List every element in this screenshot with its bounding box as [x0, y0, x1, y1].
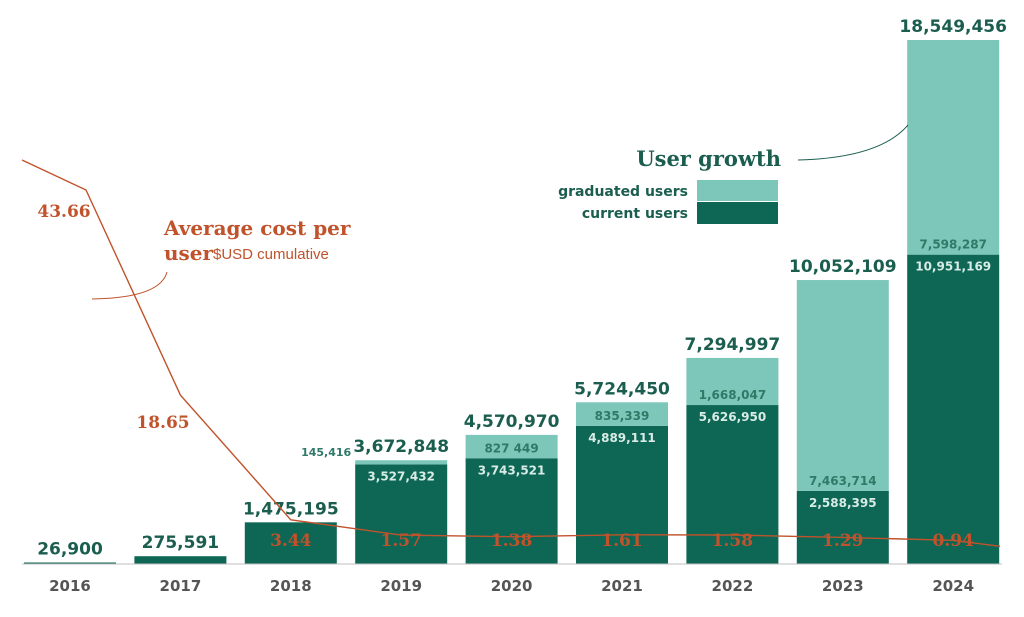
- cost-label-2021: 1.61: [601, 531, 642, 551]
- user-growth-title: User growth: [636, 146, 781, 171]
- x-tick-2017: 2017: [160, 577, 202, 595]
- bar-labels-layer: 26,900 275,591 1,475,195 3,672,848 3,527,432…: [37, 17, 1007, 560]
- x-tick-2019: 2019: [380, 577, 422, 595]
- bar-current-2019: [355, 464, 448, 564]
- cost-line-path: [21, 159, 1001, 547]
- cost-label-2018: 3.44: [270, 531, 312, 551]
- cost-label-2023: 1.29: [822, 531, 863, 551]
- graduated-label-2023: 7,463,714: [809, 474, 877, 488]
- cost-line-layer: 43.66 18.65 3.44 1.57 1.38 1.61 1.58 1.29 0.94: [21, 159, 1001, 551]
- x-tick-2021: 2021: [601, 577, 643, 595]
- bar-current-2023: [796, 490, 889, 564]
- cost-label-2022: 1.58: [712, 531, 753, 551]
- total-label-2024: 18,549,456: [899, 17, 1007, 37]
- total-label-2020: 4,570,970: [464, 412, 560, 432]
- x-tick-2016: 2016: [49, 577, 91, 595]
- x-tick-2018: 2018: [270, 577, 312, 595]
- cost-subtitle: $USD cumulative: [213, 246, 329, 263]
- total-label-2016: 26,900: [37, 540, 103, 560]
- total-label-2019: 3,672,848: [353, 437, 449, 457]
- legend-label-current: current users: [582, 206, 688, 222]
- user-growth-annotation: User growth: [636, 124, 909, 171]
- bar-current-2016: [24, 562, 116, 564]
- total-label-2017: 275,591: [142, 533, 219, 553]
- legend-label-graduated: graduated users: [558, 184, 688, 200]
- bar-graduated-2024: [907, 40, 1000, 255]
- bar-current-2022: [686, 405, 779, 564]
- current-label-2019: 3,527,432: [367, 469, 435, 483]
- x-tick-labels: 2016 2017 2018 2019 2020 2021 2022 2023 2024: [49, 577, 974, 595]
- current-label-2023: 2,588,395: [809, 496, 877, 510]
- bar-current-2018: [244, 522, 337, 564]
- graduated-label-2021: 835,339: [595, 409, 650, 423]
- bars-layer: [24, 40, 1000, 564]
- bar-graduated-2021: [576, 402, 668, 426]
- total-label-2023: 10,052,109: [789, 257, 897, 277]
- cost-label-2016: 43.66: [37, 202, 90, 222]
- current-label-2021: 4,889,111: [588, 431, 656, 445]
- cost-label-2024: 0.94: [932, 531, 974, 551]
- cost-title-line1: Average cost per: [163, 216, 351, 240]
- x-tick-2022: 2022: [712, 577, 754, 595]
- total-label-2021: 5,724,450: [574, 379, 670, 399]
- x-tick-2023: 2023: [822, 577, 864, 595]
- cost-label-2020: 1.38: [491, 531, 532, 551]
- user-growth-leader: [797, 124, 909, 161]
- cost-annotation-leader: [91, 271, 168, 300]
- bar-current-2024: [907, 254, 1000, 564]
- x-tick-2020: 2020: [491, 577, 533, 595]
- legend: graduated users current users: [558, 180, 778, 224]
- bar-current-2021: [576, 425, 668, 564]
- bar-graduated-2020: [465, 434, 558, 459]
- legend-swatch-graduated: [697, 180, 778, 201]
- total-label-2018: 1,475,195: [243, 499, 339, 519]
- graduated-label-2024: 7,598,287: [919, 238, 987, 252]
- graduated-label-2020: 827 449: [484, 441, 538, 455]
- current-label-2020: 3,743,521: [478, 463, 546, 477]
- x-tick-2024: 2024: [932, 577, 974, 595]
- cost-label-2017: 18.65: [136, 413, 189, 433]
- bar-graduated-2019: [355, 460, 448, 465]
- current-label-2024: 10,951,169: [915, 260, 991, 274]
- cost-annotation: Average cost per user $USD cumulative: [91, 216, 351, 300]
- bar-graduated-2022: [686, 357, 779, 406]
- cost-title-line2: user: [164, 241, 214, 265]
- total-label-2022: 7,294,997: [685, 335, 781, 355]
- current-label-2022: 5,626,950: [699, 410, 767, 424]
- bar-current-2020: [465, 458, 558, 564]
- bar-current-2017: [134, 556, 227, 564]
- graduated-label-2019: 145,416: [301, 446, 351, 459]
- cost-label-2019: 1.57: [380, 531, 421, 551]
- graduated-label-2022: 1,668,047: [699, 388, 767, 402]
- legend-swatch-current: [697, 202, 778, 224]
- bar-graduated-2023: [796, 280, 889, 491]
